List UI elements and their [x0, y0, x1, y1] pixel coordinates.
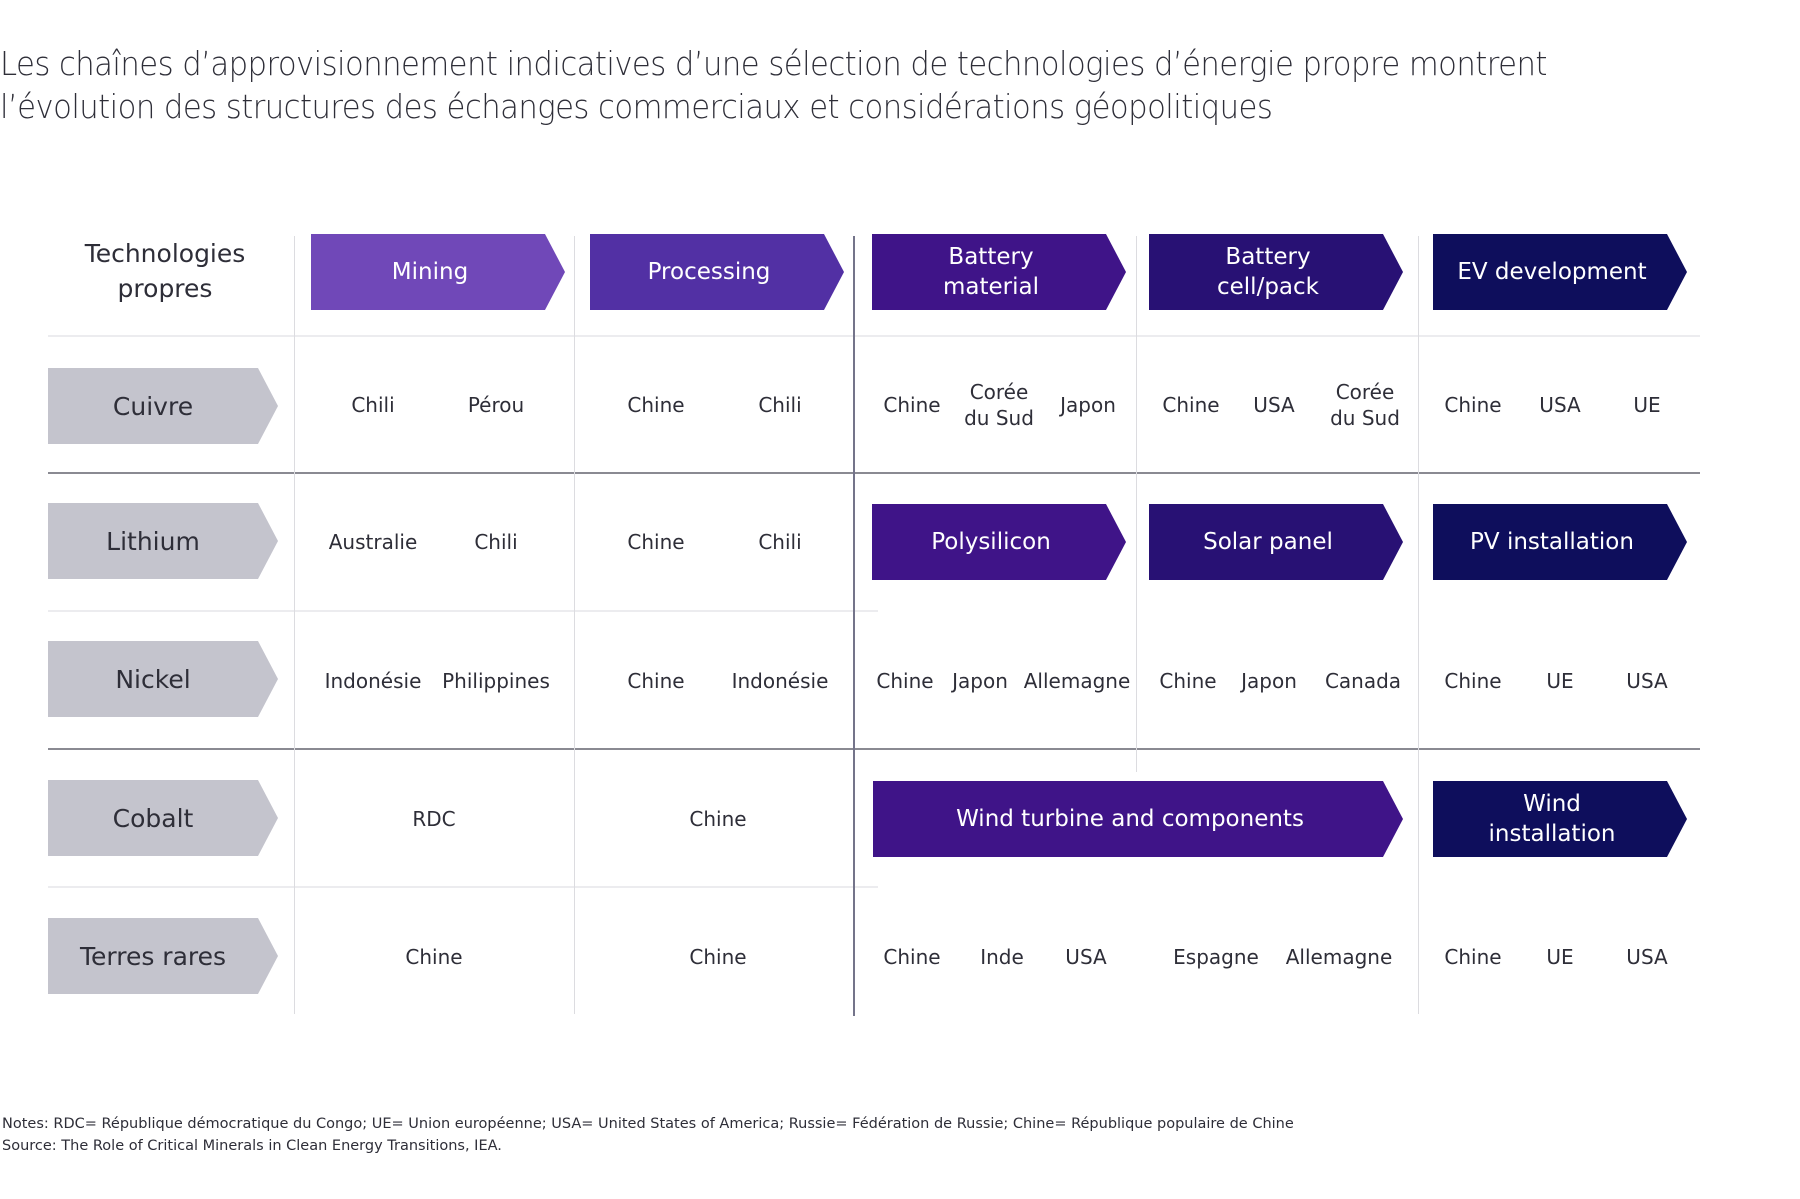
country-cell: Chine: [1444, 393, 1502, 417]
title-line-1: Les chaînes d’approvisionnement indicati…: [0, 44, 1547, 83]
country-cell: Chine: [627, 530, 685, 554]
country-cell: Indonésie: [731, 669, 829, 693]
country-cell: Chine: [876, 669, 934, 693]
row-divider-cuivre: [48, 472, 1700, 474]
country-cell: Chine: [689, 807, 747, 831]
country-cell: Japon: [1241, 669, 1297, 693]
country-cell: Chine: [1444, 945, 1502, 969]
stage-solar-panel: Solar panel: [1149, 504, 1403, 580]
country-cell: Allemagne: [1023, 669, 1131, 693]
country-cell: UE: [1633, 393, 1661, 417]
mineral-terres-rares: Terres rares: [48, 918, 278, 994]
country-cell: Inde: [980, 945, 1024, 969]
col-divider-battery-cell: [1136, 236, 1137, 772]
country-cell: RDC: [412, 807, 456, 831]
row-divider-nickel: [48, 748, 1700, 750]
mineral-nickel: Nickel: [48, 641, 278, 717]
country-cell: Australie: [328, 530, 418, 554]
country-cell: USA: [1626, 945, 1668, 969]
country-cell: Chine: [1159, 669, 1217, 693]
chart-title: Les chaînes d’approvisionnement indicati…: [0, 42, 1547, 128]
country-cell: UE: [1546, 669, 1574, 693]
col-divider-processing: [574, 236, 575, 1014]
country-cell: Chine: [627, 669, 685, 693]
mineral-cuivre: Cuivre: [48, 368, 278, 444]
country-cell: Chili: [351, 393, 395, 417]
col-divider-midstream: [853, 236, 855, 1016]
col-divider-ev: [1418, 236, 1419, 1014]
stage-ev-development: EV development: [1433, 234, 1687, 310]
country-cell: Chine: [883, 393, 941, 417]
stage-battery-cell: Battery cell/pack: [1149, 234, 1403, 310]
stage-processing: Processing: [590, 234, 844, 310]
row-divider-header: [48, 335, 1700, 337]
country-cell: Chine: [1162, 393, 1220, 417]
country-cell: Corée du Sud: [964, 380, 1034, 430]
country-cell: Espagne: [1173, 945, 1259, 969]
stage-pv-installation: PV installation: [1433, 504, 1687, 580]
header-label-technologies: Technologies propres: [84, 239, 246, 303]
country-cell: Allemagne: [1285, 945, 1393, 969]
country-cell: USA: [1253, 393, 1295, 417]
title-line-2: l’évolution des structures des échanges …: [0, 87, 1273, 126]
country-cell: Chili: [758, 393, 802, 417]
country-cell: Canada: [1324, 669, 1402, 693]
footnote-source: Source: The Role of Critical Minerals in…: [2, 1138, 502, 1154]
country-cell: UE: [1546, 945, 1574, 969]
mineral-cobalt: Cobalt: [48, 780, 278, 856]
country-cell: Chine: [883, 945, 941, 969]
stage-battery-material: Battery material: [872, 234, 1126, 310]
country-cell: USA: [1539, 393, 1581, 417]
row-divider-cobalt: [48, 886, 878, 888]
stage-wind-turbine: Wind turbine and components: [873, 781, 1403, 857]
footnote-notes: Notes: RDC= République démocratique du C…: [2, 1116, 1294, 1132]
mineral-lithium: Lithium: [48, 503, 278, 579]
country-cell: Japon: [952, 669, 1008, 693]
row-divider-lithium: [48, 610, 878, 612]
country-cell: Chili: [758, 530, 802, 554]
country-cell: Chine: [1444, 669, 1502, 693]
country-cell: Chine: [405, 945, 463, 969]
country-cell: Japon: [1060, 393, 1116, 417]
country-cell: USA: [1065, 945, 1107, 969]
country-cell: Philippines: [442, 669, 550, 693]
country-cell: Chine: [689, 945, 747, 969]
stage-polysilicon: Polysilicon: [872, 504, 1126, 580]
col-divider-mining: [294, 236, 295, 1014]
stage-mining: Mining: [311, 234, 565, 310]
country-cell: Chine: [627, 393, 685, 417]
country-cell: Corée du Sud: [1330, 380, 1400, 430]
country-cell: Chili: [474, 530, 518, 554]
country-cell: Indonésie: [324, 669, 422, 693]
stage-wind-installation: Wind installation: [1433, 781, 1687, 857]
country-cell: Pérou: [467, 393, 525, 417]
country-cell: USA: [1626, 669, 1668, 693]
